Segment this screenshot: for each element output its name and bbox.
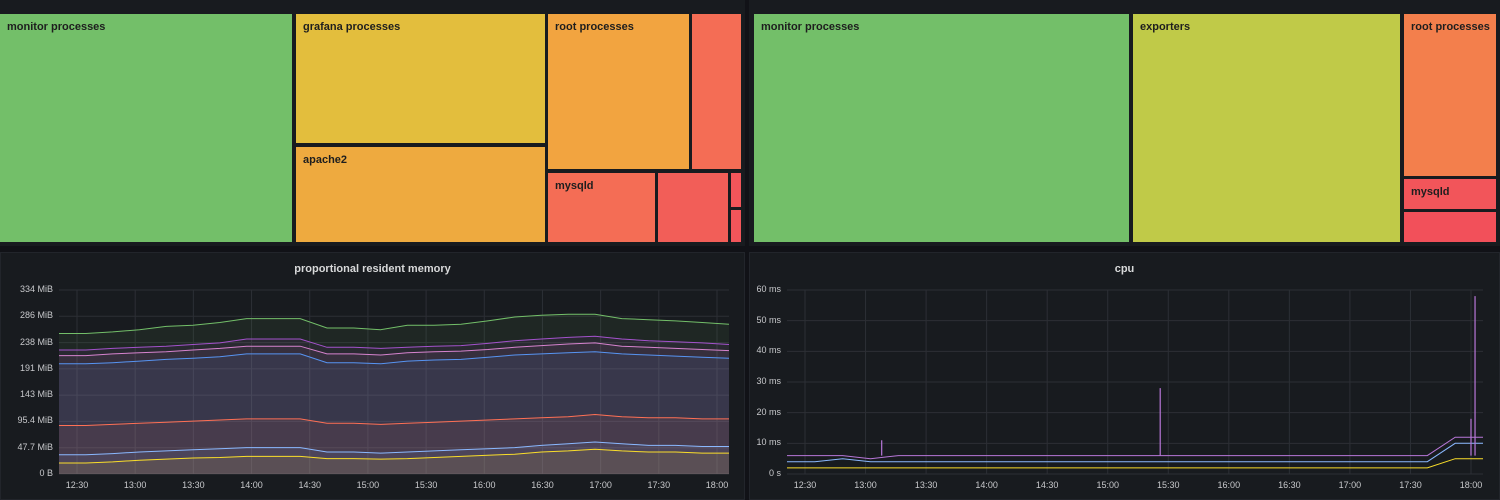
series-yellow-area — [59, 449, 729, 474]
panel-title[interactable]: proportional resident memory — [294, 263, 451, 275]
y-tick-label: 95.4 MiB — [17, 415, 53, 426]
tm-left-cell-unlabeled-3[interactable] — [731, 173, 741, 207]
series-orange-area — [59, 414, 729, 474]
tm-left-cell-unlabeled-4[interactable] — [731, 210, 741, 242]
tm-right-cell-unlabeled[interactable] — [1404, 212, 1496, 242]
x-tick-label: 16:30 — [531, 480, 554, 490]
y-tick-label: 143 MiB — [19, 389, 53, 400]
cpu-chart[interactable] — [787, 289, 1483, 475]
x-tick-label: 12:30 — [793, 480, 817, 490]
y-tick-label: 334 MiB — [19, 284, 53, 294]
series-pink-area — [59, 342, 729, 474]
x-tick-label: 14:00 — [240, 480, 263, 490]
series-purple-area — [59, 336, 729, 474]
x-tick-label: 17:00 — [1338, 480, 1362, 490]
y-tick-label: 0 s — [768, 468, 781, 478]
y-tick-label: 40 ms — [756, 345, 781, 356]
x-tick-label: 16:30 — [1278, 480, 1301, 490]
x-tick-label: 14:00 — [975, 480, 998, 490]
y-tick-label: 238 MiB — [19, 336, 53, 347]
cpu-panel: cpu 60 ms 50 ms 40 ms 30 ms 20 ms 10 ms 0 s 12… — [749, 252, 1500, 500]
treemap-left-panel: monitor processes grafana processes apac… — [0, 0, 745, 246]
y-tick-label: 0 B — [39, 468, 53, 478]
series-purple-line — [59, 335, 730, 351]
x-tick-label: 18:00 — [1459, 480, 1483, 490]
cell-label: grafana processes — [303, 21, 401, 33]
y-tick-label: 20 ms — [756, 406, 781, 417]
x-tick-label: 18:00 — [705, 480, 729, 490]
x-tick-label: 15:00 — [1096, 480, 1119, 490]
cell-label: monitor processes — [761, 21, 860, 33]
x-tick-label: 17:30 — [1399, 480, 1422, 490]
tm-left-grafana-processes[interactable]: grafana processes — [296, 14, 545, 143]
x-tick-label: 13:00 — [854, 480, 877, 490]
x-tick-label: 12:30 — [65, 480, 89, 490]
x-tick-label: 14:30 — [298, 480, 321, 490]
cell-label: root processes — [555, 21, 634, 33]
y-tick-label: 286 MiB — [19, 310, 53, 321]
tm-right-monitor-processes[interactable]: monitor processes — [754, 14, 1129, 242]
treemap-right-panel: monitor processes exporters root process… — [749, 0, 1500, 246]
x-tick-label: 17:00 — [589, 480, 612, 490]
cell-label: mysqld — [1411, 186, 1450, 198]
series-purple-line — [787, 436, 1483, 460]
cell-label: mysqld — [555, 180, 594, 192]
x-tick-label: 17:30 — [647, 480, 671, 490]
tm-left-mysqld[interactable]: mysqld — [548, 173, 655, 242]
x-tick-label: 15:30 — [1157, 480, 1180, 490]
x-tick-label: 16:00 — [473, 480, 496, 490]
series-cyan-line — [59, 441, 729, 456]
x-tick-label: 13:30 — [914, 480, 938, 490]
tm-left-root-processes[interactable]: root processes — [548, 14, 689, 169]
y-tick-label: 10 ms — [756, 437, 781, 448]
x-tick-label: 13:00 — [123, 480, 147, 490]
x-tick-label: 16:00 — [1217, 480, 1241, 490]
series-green-line — [59, 313, 730, 334]
tm-left-monitor-processes[interactable]: monitor processes — [0, 14, 292, 242]
series-pink-line — [59, 342, 730, 357]
cell-label: root processes — [1411, 21, 1490, 33]
x-tick-label: 14:30 — [1035, 480, 1059, 490]
series-cyan-line — [787, 442, 1483, 463]
memory-panel: proportional resident memory 334 MiB 286 … — [0, 252, 745, 500]
x-tick-label: 15:30 — [414, 480, 438, 490]
y-tick-label: 191 MiB — [19, 362, 53, 373]
cell-label: monitor processes — [7, 21, 106, 33]
y-tick-label: 50 ms — [756, 314, 781, 325]
x-tick-label: 15:00 — [356, 480, 380, 490]
y-tick-label: 30 ms — [756, 376, 781, 386]
cell-label: exporters — [1140, 21, 1191, 33]
series-cyan-area — [59, 442, 729, 474]
x-tick-label: 13:30 — [182, 480, 205, 490]
series-blue-area — [59, 351, 729, 474]
tm-left-cell-unlabeled-2[interactable] — [658, 173, 728, 242]
series-orange-line — [59, 413, 729, 426]
y-tick-label: 47.7 MiB — [17, 441, 53, 452]
tm-left-cell-unlabeled-1[interactable] — [692, 14, 741, 169]
tm-right-mysqld[interactable]: mysqld — [1404, 179, 1496, 209]
series-blue-line — [59, 351, 730, 365]
cell-label: apache2 — [303, 154, 348, 166]
memory-chart[interactable] — [59, 289, 730, 475]
tm-right-root-processes[interactable]: root processes — [1404, 14, 1496, 176]
y-tick-label: 60 ms — [756, 284, 781, 294]
tm-right-exporters[interactable]: exporters — [1133, 14, 1400, 242]
series-green-area — [59, 314, 729, 474]
panel-title[interactable]: cpu — [1114, 263, 1135, 275]
series-yellow-line — [787, 458, 1483, 469]
tm-left-apache2[interactable]: apache2 — [296, 147, 545, 242]
series-yellow-line — [59, 448, 729, 464]
